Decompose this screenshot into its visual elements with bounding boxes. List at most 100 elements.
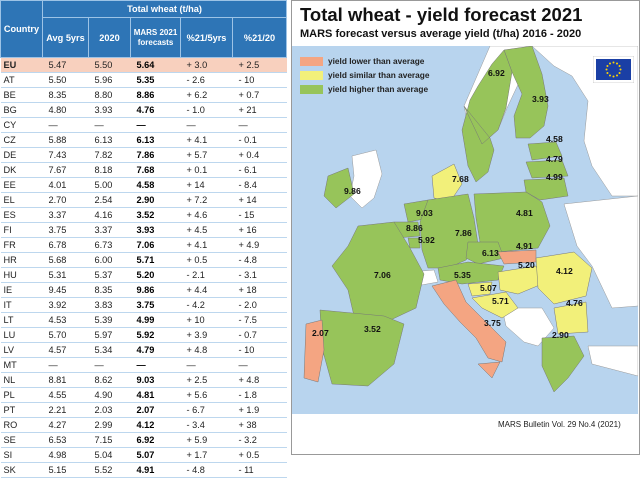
legend-item-similar: yield similar than average	[300, 68, 429, 82]
table-row: PT 2.21 2.03 2.07- 6.7 + 1.9	[0, 402, 287, 418]
map-value-DE: 7.86	[455, 228, 472, 238]
pct-21-20-cell: —	[232, 357, 287, 373]
map-region-SE	[461, 49, 513, 183]
pct-21-5yrs-cell: - 2.6	[180, 72, 233, 88]
col-header-pct-21-20: %21/20	[232, 17, 287, 58]
avg5yrs-cell: 4.57	[42, 342, 89, 358]
pct-21-5yrs-cell: + 0.5	[180, 252, 233, 268]
pct-21-20-cell: + 1.9	[232, 402, 287, 418]
yield-2020-cell: 2.54	[88, 192, 131, 208]
avg5yrs-cell: 3.37	[42, 207, 89, 223]
table-row: LT 4.53 5.39 4.99 + 10- 7.5	[0, 312, 287, 328]
pct-21-20-cell: - 0.1	[232, 132, 287, 148]
eu-flag-logo	[593, 56, 634, 83]
yield-2020-cell: 7.82	[88, 147, 131, 163]
pct-21-20-cell: - 10	[232, 342, 287, 358]
country-cell: HU	[0, 267, 43, 283]
pct-21-20-cell: + 0.4	[232, 147, 287, 163]
pct-21-20-cell: + 4.8	[232, 372, 287, 388]
mars-2021-cell: 7.68	[130, 162, 181, 178]
non-eu-balkans	[501, 307, 555, 347]
map-value-HU: 5.20	[518, 260, 535, 270]
pct-21-5yrs-cell: + 7.2	[180, 192, 233, 208]
yield-2020-cell: 8.80	[88, 87, 131, 103]
mars-2021-cell: —	[130, 117, 181, 133]
mars-2021-cell: 4.12	[130, 417, 181, 433]
table-row: NL 8.81 8.62 9.03 + 2.5 + 4.8	[0, 372, 287, 388]
pct-21-20-cell: - 0.7	[232, 327, 287, 343]
pct-21-20-cell: + 16	[232, 222, 287, 238]
pct-21-20-cell: + 0.5	[232, 447, 287, 463]
pct-21-5yrs-cell: + 4.4	[180, 282, 233, 298]
col-header-avg5yrs: Avg 5yrs	[42, 17, 89, 58]
country-cell: LU	[0, 327, 43, 343]
pct-21-5yrs-cell: - 1.0	[180, 102, 233, 118]
country-cell: HR	[0, 252, 43, 268]
avg5yrs-cell: 5.31	[42, 267, 89, 283]
map-value-FR: 7.06	[374, 270, 391, 280]
pct-21-5yrs-cell: - 3.4	[180, 417, 233, 433]
map-value-SI: 5.07	[480, 283, 497, 293]
table-row: EL 2.70 2.54 2.90 + 7.2 + 14	[0, 192, 287, 208]
pct-21-5yrs-cell: - 6.7	[180, 402, 233, 418]
country-cell: DE	[0, 147, 43, 163]
mars-2021-cell: 3.93	[130, 222, 181, 238]
col-header-mars-2021: MARS 2021 forecasts	[130, 17, 181, 58]
map-value-RO: 4.12	[556, 266, 573, 276]
country-cell: CY	[0, 117, 43, 133]
map-value-LT: 4.99	[546, 172, 563, 182]
avg5yrs-cell: 7.43	[42, 147, 89, 163]
yield-2020-cell: 5.00	[88, 177, 131, 193]
mars-2021-cell: 4.81	[130, 387, 181, 403]
map-value-SK: 4.91	[516, 241, 533, 251]
avg5yrs-cell: 4.53	[42, 312, 89, 328]
country-cell: EE	[0, 177, 43, 193]
col-header-2020: 2020	[88, 17, 131, 58]
flag-star	[609, 74, 611, 77]
table-row: HU 5.31 5.37 5.20- 2.1- 3.1	[0, 267, 287, 283]
avg5yrs-cell: 5.50	[42, 72, 89, 88]
yield-2020-cell: 5.04	[88, 447, 131, 463]
europe-yield-map: 6.92 3.93 4.58 4.79 4.99 9.86 7.68 9.03 8.86 5.92…	[292, 46, 638, 414]
avg5yrs-cell: 5.15	[42, 462, 89, 478]
pct-21-20-cell: + 14	[232, 192, 287, 208]
pct-21-5yrs-cell: —	[180, 117, 233, 133]
table-row: BG 4.80 3.93 4.76- 1.0 + 21	[0, 102, 287, 118]
country-cell: IT	[0, 297, 43, 313]
pct-21-20-cell: - 7.5	[232, 312, 287, 328]
legend-item-lower: yield lower than average	[300, 54, 429, 68]
yield-2020-cell: 5.34	[88, 342, 131, 358]
yield-2020-cell: 5.50	[88, 57, 131, 73]
table-row: LU 5.70 5.97 5.92 + 3.9- 0.7	[0, 327, 287, 343]
avg5yrs-cell: 9.45	[42, 282, 89, 298]
yield-2020-cell: 5.37	[88, 267, 131, 283]
pct-21-5yrs-cell: + 4.5	[180, 222, 233, 238]
mars-2021-cell: 2.90	[130, 192, 181, 208]
yield-2020-cell: —	[88, 117, 131, 133]
flag-star	[616, 62, 618, 65]
map-region-HU	[497, 265, 543, 295]
country-cell: AT	[0, 72, 43, 88]
flag-star	[612, 75, 615, 78]
map-region-PL	[473, 191, 551, 253]
map-region-EL	[541, 335, 585, 393]
country-cell: LT	[0, 312, 43, 328]
map-value-EE: 4.58	[546, 134, 563, 144]
map-value-AT: 5.35	[454, 270, 471, 280]
mars-2021-cell: 9.86	[130, 282, 181, 298]
mars-2021-cell: 3.52	[130, 207, 181, 223]
map-value-FI: 3.93	[532, 94, 549, 104]
pct-21-20-cell: + 4.9	[232, 237, 287, 253]
table-row: MT — — — — —	[0, 357, 287, 373]
map-region-IE	[323, 167, 355, 209]
pct-21-5yrs-cell: + 0.1	[180, 162, 233, 178]
country-cell: RO	[0, 417, 43, 433]
avg5yrs-cell: 4.27	[42, 417, 89, 433]
legend-swatch-higher	[300, 84, 323, 94]
map-subtitle: MARS forecast versus average yield (t/ha…	[300, 28, 582, 40]
col-header-pct-21-5yrs: %21/5yrs	[180, 17, 233, 58]
table-row: PL 4.55 4.90 4.81 + 5.6- 1.8	[0, 387, 287, 403]
flag-star	[618, 65, 621, 67]
table-row: FR 6.78 6.73 7.06 + 4.1 + 4.9	[0, 237, 287, 253]
country-cell: PT	[0, 402, 43, 418]
